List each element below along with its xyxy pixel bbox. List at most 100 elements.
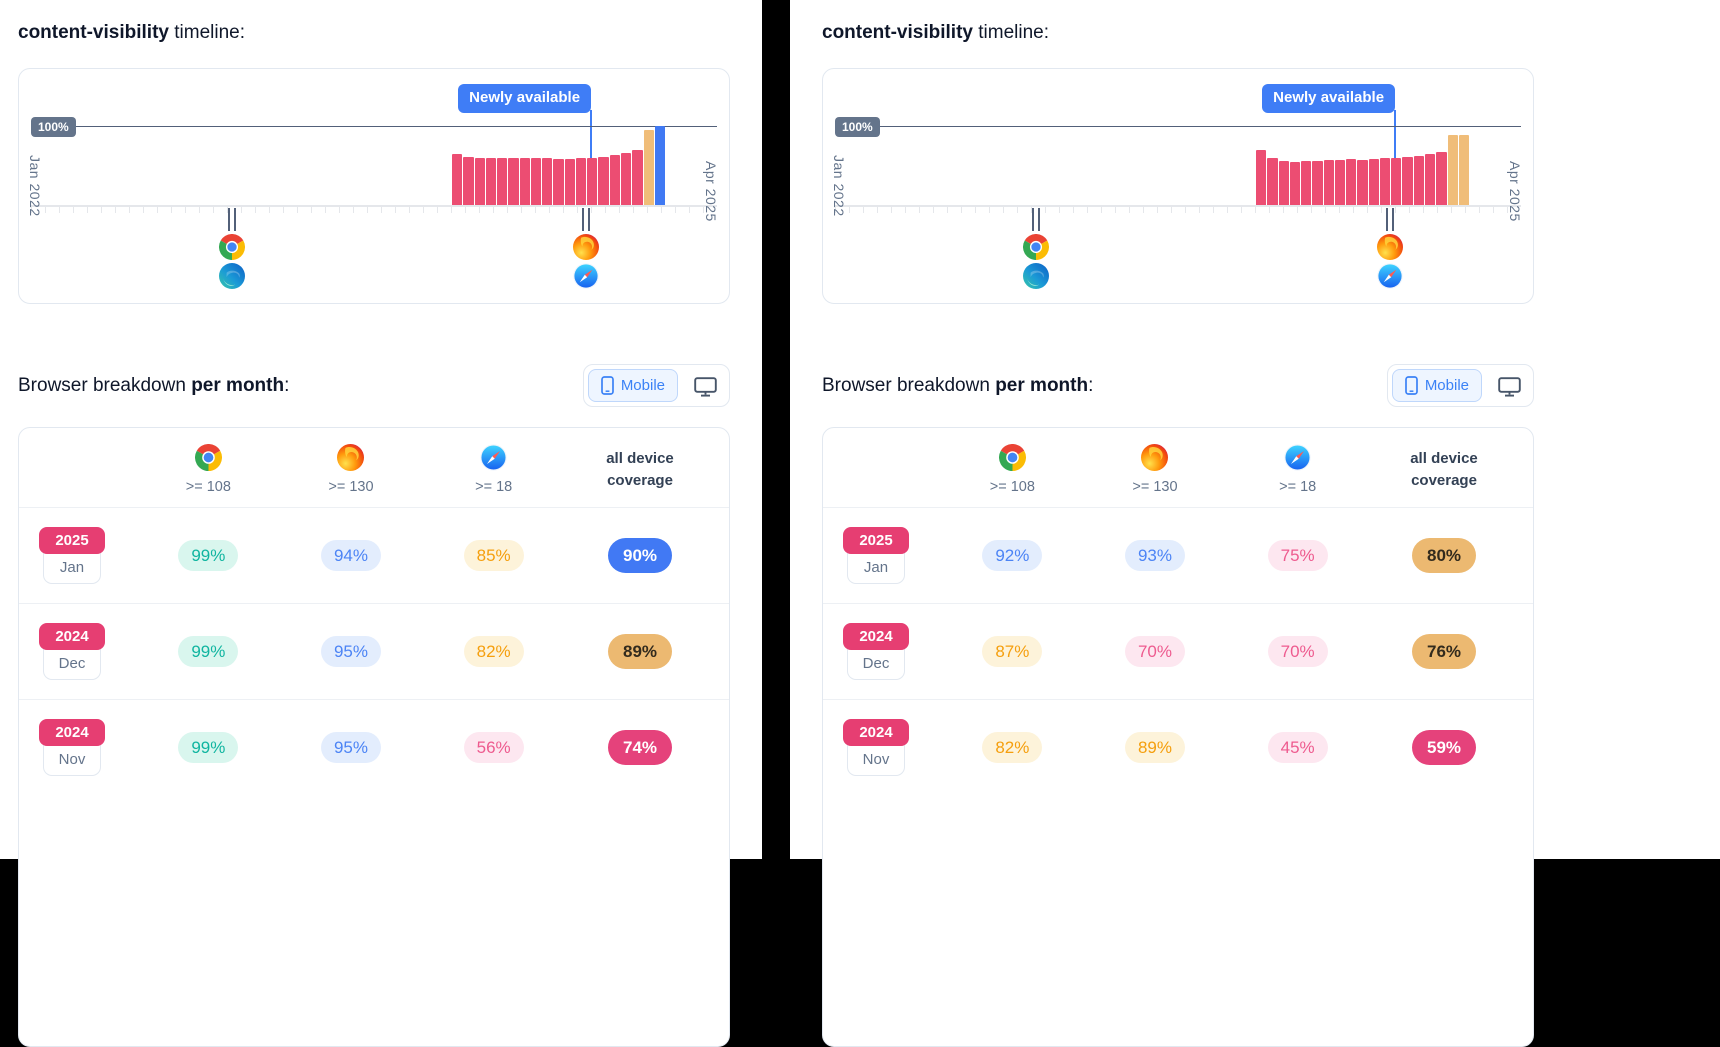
mobile-toggle-label: Mobile xyxy=(620,377,665,394)
table-row: 2025 Jan 99% 94% 85% 90% xyxy=(19,507,729,603)
chrome-version: >= 108 xyxy=(185,479,231,495)
release-marker xyxy=(573,208,599,289)
firefox-icon xyxy=(573,234,599,260)
chrome-icon xyxy=(219,234,245,260)
safari-column-header: >= 18 xyxy=(422,444,565,495)
mobile-phone-icon xyxy=(600,376,614,395)
safari-support-value: 45% xyxy=(1267,732,1328,763)
mobile-toggle-label: Mobile xyxy=(1424,377,1469,394)
year-badge: 2024 xyxy=(843,719,909,746)
release-tick-lines xyxy=(1385,208,1394,231)
timeline-bar xyxy=(587,157,598,205)
month-card: 2025 Jan xyxy=(39,527,105,584)
timeline-bar xyxy=(452,154,463,205)
firefox-support-value: 70% xyxy=(1124,636,1185,667)
mobile-toggle-button[interactable]: Mobile xyxy=(1391,369,1482,402)
year-badge: 2024 xyxy=(39,719,105,746)
timeline-bar xyxy=(1436,152,1447,205)
chrome-support-value: 99% xyxy=(178,540,239,571)
timeline-bar xyxy=(1267,157,1278,205)
desktop-monitor-icon xyxy=(1498,376,1521,397)
firefox-version: >= 130 xyxy=(1132,479,1178,495)
timeline-bar xyxy=(1413,156,1425,205)
desktop-toggle-button[interactable] xyxy=(1490,373,1529,399)
chrome-support-value: 99% xyxy=(178,636,239,667)
hundred-percent-label: 100% xyxy=(835,117,880,137)
usage-bars xyxy=(452,126,666,205)
timeline-bar xyxy=(1391,157,1402,205)
release-tick-lines xyxy=(1031,208,1040,231)
axis-start-label: Jan 2022 xyxy=(831,155,847,217)
safari-icon xyxy=(480,444,507,471)
breakdown-table: >= 108 >= 130 >= 18 all device coverage … xyxy=(18,427,730,1047)
year-badge: 2024 xyxy=(843,623,909,650)
timeline-title: content-visibility timeline: xyxy=(822,22,1534,44)
timeline-bar xyxy=(643,129,654,205)
hundred-percent-line: 100% xyxy=(31,117,717,137)
timeline-bar xyxy=(1402,156,1413,205)
device-toggle: Mobile xyxy=(1386,364,1534,407)
timeline-bar xyxy=(1334,159,1346,205)
firefox-icon xyxy=(337,444,364,471)
month-label: Dec xyxy=(43,645,101,680)
breakdown-heading: Browser breakdown per month: xyxy=(822,374,1094,396)
time-axis xyxy=(31,205,717,215)
timeline-bar xyxy=(1368,159,1379,205)
feature-name: content-visibility xyxy=(18,22,169,43)
year-badge: 2025 xyxy=(39,527,105,554)
desktop-toggle-button[interactable] xyxy=(686,373,725,399)
timeline-bar xyxy=(474,157,485,205)
firefox-support-value: 95% xyxy=(320,732,381,763)
coverage-value: 74% xyxy=(607,730,673,765)
safari-version: >= 18 xyxy=(475,479,513,495)
timeline-bar xyxy=(508,157,519,205)
firefox-support-value: 95% xyxy=(320,636,381,667)
mobile-phone-icon xyxy=(1404,376,1418,395)
month-label: Jan xyxy=(43,549,101,584)
mobile-toggle-button[interactable]: Mobile xyxy=(587,369,678,402)
timeline-bar xyxy=(1301,160,1312,205)
firefox-icon xyxy=(1141,444,1168,471)
timeline-bar xyxy=(1447,135,1458,205)
breakdown-header-row: Browser breakdown per month: Mobile xyxy=(822,364,1534,407)
timeline-bar xyxy=(1346,159,1357,205)
breakdown-header-row: Browser breakdown per month: Mobile xyxy=(18,364,730,407)
chrome-column-header: >= 108 xyxy=(941,444,1084,495)
safari-column-header: >= 18 xyxy=(1226,444,1369,495)
time-axis xyxy=(835,205,1521,215)
timeline-bar xyxy=(1278,160,1289,205)
firefox-support-value: 94% xyxy=(320,540,381,571)
chrome-icon xyxy=(999,444,1026,471)
chrome-support-value: 99% xyxy=(178,732,239,763)
coverage-value: 89% xyxy=(607,634,673,669)
timeline-title-rest: timeline: xyxy=(168,22,245,43)
month-card: 2024 Nov xyxy=(843,719,909,776)
table-header: >= 108 >= 130 >= 18 all device coverage xyxy=(19,428,729,507)
timeline-bar xyxy=(553,159,564,205)
newly-available-badge: Newly available xyxy=(1262,84,1396,113)
release-markers xyxy=(837,69,1499,303)
timeline-bar xyxy=(485,158,497,205)
coverage-value: 90% xyxy=(607,538,673,573)
firefox-column-header: >= 130 xyxy=(280,444,423,495)
timeline-bar xyxy=(1289,161,1301,205)
table-row: 2024 Dec 99% 95% 82% 89% xyxy=(19,603,729,699)
coverage-column-header: all device coverage xyxy=(606,449,674,489)
year-badge: 2024 xyxy=(39,623,105,650)
coverage-value: 59% xyxy=(1411,730,1477,765)
release-tick-lines xyxy=(227,208,236,231)
safari-support-value: 82% xyxy=(463,636,524,667)
timeline-bar xyxy=(1312,160,1323,205)
safari-icon xyxy=(1377,263,1403,289)
table-row: 2024 Nov 99% 95% 56% 74% xyxy=(19,699,729,795)
month-card: 2024 Dec xyxy=(39,623,105,680)
release-markers xyxy=(33,69,695,303)
chrome-support-value: 82% xyxy=(982,732,1043,763)
firefox-version: >= 130 xyxy=(328,479,374,495)
safari-support-value: 85% xyxy=(463,540,524,571)
chrome-support-value: 92% xyxy=(982,540,1043,571)
axis-end-label: Apr 2025 xyxy=(703,161,719,222)
firefox-support-value: 89% xyxy=(1124,732,1185,763)
timeline-bar xyxy=(575,158,587,205)
